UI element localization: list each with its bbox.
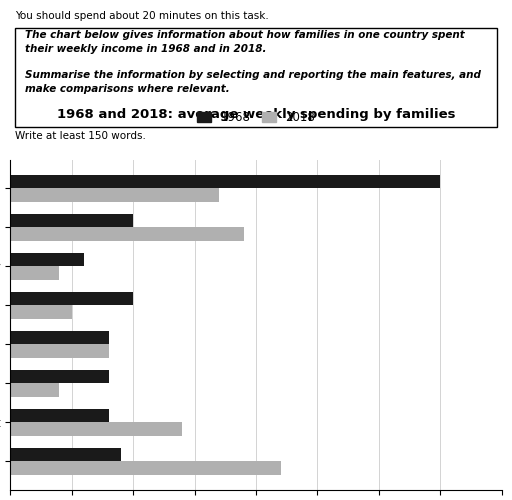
Bar	[10, 448, 121, 462]
Bar	[10, 408, 109, 422]
Bar	[10, 214, 133, 228]
Bar	[10, 292, 133, 306]
Text: You should spend about 20 minutes on this task.: You should spend about 20 minutes on thi…	[15, 12, 269, 22]
Text: The chart below gives information about how families in one country spent
their : The chart below gives information about …	[25, 30, 465, 54]
FancyBboxPatch shape	[15, 28, 497, 127]
Bar	[10, 462, 281, 475]
Bar	[10, 306, 72, 319]
Bar	[10, 175, 440, 188]
Bar	[10, 253, 84, 266]
Bar	[10, 422, 182, 436]
Bar	[10, 188, 219, 202]
Bar	[10, 331, 109, 344]
Bar	[10, 384, 59, 397]
Legend: 1968, 2018: 1968, 2018	[192, 106, 320, 129]
Bar	[10, 370, 109, 384]
Bar	[10, 228, 244, 241]
Bar	[10, 266, 59, 280]
Text: Write at least 150 words.: Write at least 150 words.	[15, 130, 146, 140]
Title: 1968 and 2018: average weekly spending by families: 1968 and 2018: average weekly spending b…	[57, 108, 455, 121]
Bar	[10, 344, 109, 358]
Text: Summarise the information by selecting and reporting the main features, and
make: Summarise the information by selecting a…	[25, 70, 481, 94]
